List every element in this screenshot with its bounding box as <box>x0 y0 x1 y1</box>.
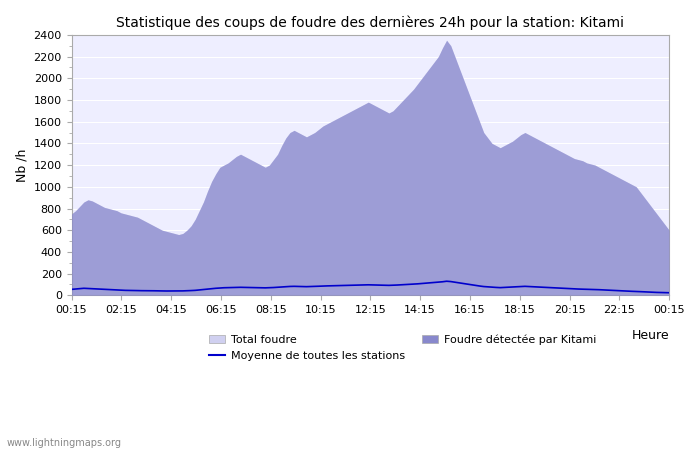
Title: Statistique des coups de foudre des dernières 24h pour la station: Kitami: Statistique des coups de foudre des dern… <box>116 15 624 30</box>
Text: Heure: Heure <box>631 329 669 342</box>
Legend: Total foudre, Moyenne de toutes les stations, Foudre détectée par Kitami: Total foudre, Moyenne de toutes les stat… <box>209 335 596 361</box>
Y-axis label: Nb /h: Nb /h <box>15 148 28 182</box>
Text: www.lightningmaps.org: www.lightningmaps.org <box>7 438 122 448</box>
